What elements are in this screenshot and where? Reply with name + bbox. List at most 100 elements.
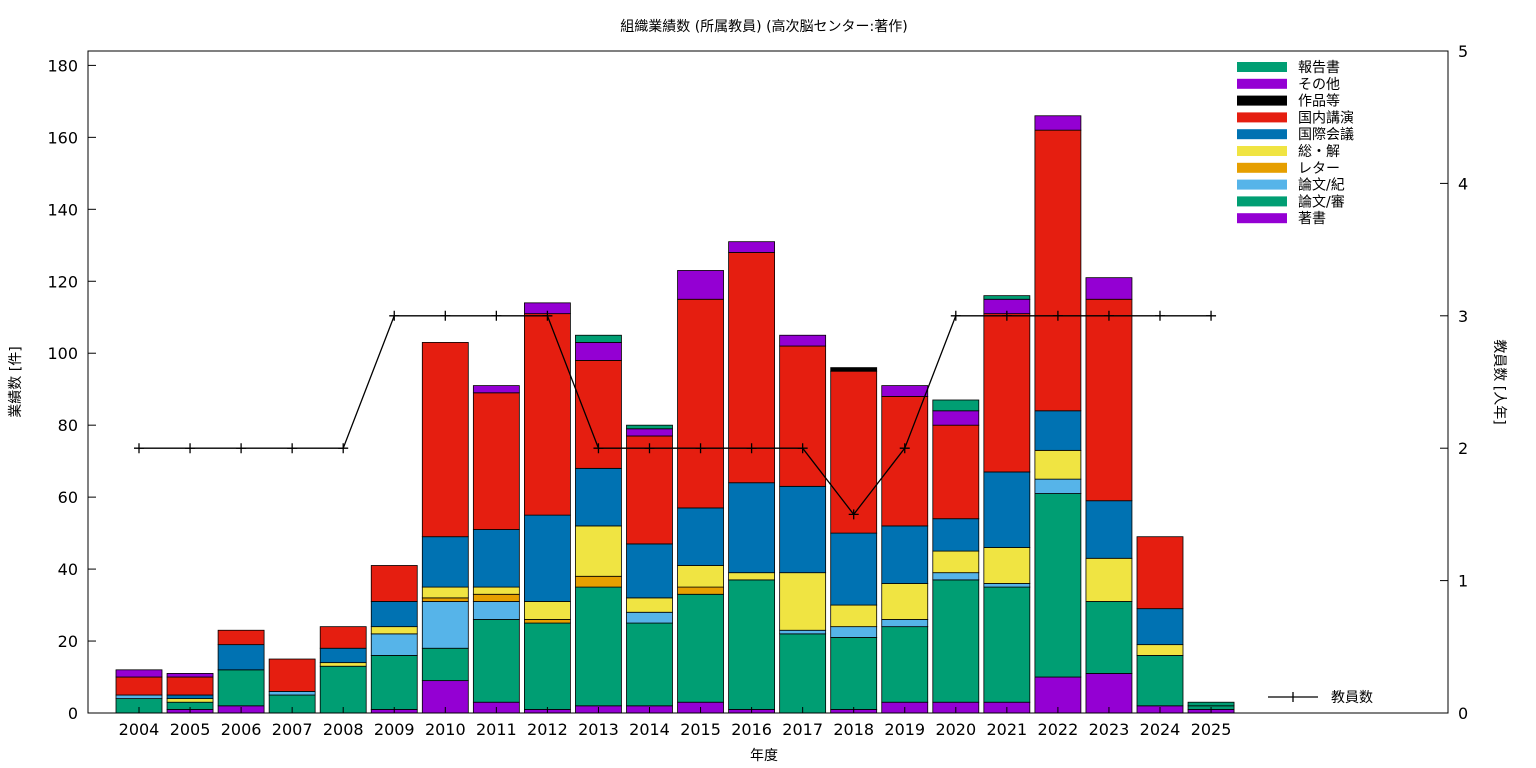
y-axis-label: 業績数 [件] bbox=[8, 346, 24, 417]
bar-segment-2014-s5 bbox=[626, 543, 673, 599]
bar-segment-2013-s1 bbox=[575, 586, 622, 707]
bar-segment-2007-s2 bbox=[268, 691, 316, 696]
bar-segment-2024-s5 bbox=[1136, 608, 1184, 646]
y2-tick-label-0: 0 bbox=[1458, 704, 1468, 723]
bar-segment-2017-s8 bbox=[779, 334, 827, 347]
x-tick-label-2020: 2020 bbox=[935, 720, 976, 739]
bar-segment-2022-s4 bbox=[1034, 449, 1082, 480]
y-tick-label-60: 60 bbox=[58, 488, 78, 507]
bar-segment-2015-s8 bbox=[677, 270, 724, 300]
line-point-2014 bbox=[644, 443, 655, 454]
line-point-2025 bbox=[1206, 310, 1217, 321]
bar-segment-2005-s6 bbox=[166, 676, 214, 696]
bar-segment-2015-s4 bbox=[677, 565, 724, 588]
x-tick-label-2005: 2005 bbox=[170, 720, 211, 739]
bar-segment-2022-s6 bbox=[1034, 129, 1082, 412]
axes-group: 0 20 40 60 80 100 120 140 160 180 0 1 2 3 4 5 2004 2005 20… bbox=[47, 42, 1468, 739]
bar-segment-2019-s2 bbox=[881, 619, 929, 628]
x-tick-label-2012: 2012 bbox=[527, 720, 568, 739]
bar-segment-2014-s1 bbox=[626, 622, 673, 707]
legend-swatch-7 bbox=[1237, 179, 1287, 190]
y2-tick-label-1: 1 bbox=[1458, 572, 1468, 591]
bar-segment-2014-s2 bbox=[626, 611, 673, 624]
bar-segment-2023-s4 bbox=[1085, 557, 1133, 602]
bar-segment-2024-s6 bbox=[1136, 536, 1184, 610]
legend-swatch-4 bbox=[1237, 129, 1287, 140]
bar-segment-2005-s5 bbox=[166, 694, 214, 700]
legend-swatch-0 bbox=[1237, 62, 1287, 72]
bar-segment-2008-s6 bbox=[319, 626, 367, 649]
bar-segment-2011-s5 bbox=[472, 529, 520, 588]
bar-segment-2006-s1 bbox=[217, 669, 265, 707]
line-series-group bbox=[134, 310, 1217, 520]
line-point-2008 bbox=[338, 443, 349, 454]
bar-segment-2013-s8 bbox=[575, 342, 622, 361]
line-point-2007 bbox=[287, 443, 298, 454]
x-tick-label-2013: 2013 bbox=[578, 720, 619, 739]
y-tick-label-120: 120 bbox=[47, 272, 78, 291]
bar-segment-2018-s4 bbox=[830, 604, 878, 628]
bar-segment-2019-s4 bbox=[881, 583, 929, 620]
x-tick-label-2006: 2006 bbox=[221, 720, 262, 739]
y2-tick-label-5: 5 bbox=[1458, 42, 1468, 61]
bar-segment-2021-s5 bbox=[983, 471, 1031, 548]
bar-segment-2015-s3 bbox=[677, 586, 724, 595]
bar-segment-2013-s5 bbox=[575, 467, 622, 527]
chart-title: 組織業績数 (所属教員) (高次脳センター:著作) bbox=[620, 18, 907, 35]
line-point-2009 bbox=[389, 310, 400, 321]
x-tick-label-2023: 2023 bbox=[1089, 720, 1130, 739]
bar-segment-2015-s1 bbox=[677, 593, 724, 703]
y2-axis-label: 教員数 [人年] bbox=[1491, 339, 1507, 424]
bar-segment-2012-s3 bbox=[524, 619, 571, 624]
line-point-2004 bbox=[134, 443, 144, 454]
bar-segment-2018-s6 bbox=[830, 370, 878, 534]
bar-segment-2011-s3 bbox=[472, 593, 520, 602]
x-tick-label-2024: 2024 bbox=[1140, 720, 1181, 739]
bar-segment-2015-s6 bbox=[677, 298, 724, 509]
bar-segment-2014-s4 bbox=[626, 597, 673, 613]
bar-segment-2016-s8 bbox=[728, 241, 775, 253]
legend-label-9: 著書 bbox=[1298, 211, 1326, 227]
bar-segment-2021-s6 bbox=[983, 313, 1031, 473]
line-point-2021 bbox=[1001, 310, 1012, 321]
bar-segment-2020-s2 bbox=[932, 572, 980, 581]
bar-segment-2019-s1 bbox=[881, 626, 929, 703]
bar-segment-2023-s8 bbox=[1085, 277, 1133, 300]
bar-segment-2013-s9 bbox=[575, 334, 622, 343]
x-tick-label-2010: 2010 bbox=[425, 720, 466, 739]
bar-segment-2010-s3 bbox=[421, 597, 469, 602]
line-point-2005 bbox=[185, 443, 196, 454]
x-tick-label-2018: 2018 bbox=[833, 720, 874, 739]
bar-segment-2020-s6 bbox=[932, 424, 980, 520]
y2-tick-label-4: 4 bbox=[1458, 174, 1468, 193]
bar-segment-2025-s9 bbox=[1187, 701, 1235, 707]
line-point-2018 bbox=[848, 509, 859, 520]
bar-segment-2005-s8 bbox=[166, 673, 214, 678]
legend-swatch-3 bbox=[1237, 112, 1287, 123]
legend-label-7: 論文/紀 bbox=[1298, 178, 1345, 194]
legend-label-8: 論文/審 bbox=[1298, 194, 1345, 210]
line-point-2019 bbox=[899, 443, 910, 454]
line-point-2015 bbox=[695, 443, 706, 454]
x-tick-label-2008: 2008 bbox=[323, 720, 364, 739]
y-tick-label-160: 160 bbox=[47, 128, 78, 147]
bar-segment-2011-s6 bbox=[472, 392, 520, 530]
bar-segment-2017-s1 bbox=[779, 633, 827, 714]
bar-segment-2022-s8 bbox=[1034, 115, 1082, 131]
bar-segment-2004-s6 bbox=[115, 676, 163, 696]
bar-segment-2005-s4 bbox=[166, 698, 214, 703]
legend-swatch-1 bbox=[1237, 78, 1287, 89]
x-tick-label-2019: 2019 bbox=[884, 720, 925, 739]
x-tick-label-2011: 2011 bbox=[476, 720, 517, 739]
bar-segment-2010-s2 bbox=[421, 601, 469, 649]
bar-segment-2018-s1 bbox=[830, 637, 878, 710]
bar-segment-2009-s1 bbox=[370, 655, 418, 710]
bar-segment-2006-s6 bbox=[217, 629, 265, 646]
y-tick-label-80: 80 bbox=[58, 416, 78, 435]
legend-swatch-2 bbox=[1237, 95, 1287, 106]
bar-segment-2004-s2 bbox=[115, 694, 163, 700]
bar-segment-2019-s6 bbox=[881, 395, 929, 527]
bar-segment-2013-s4 bbox=[575, 525, 622, 577]
bar-segment-2022-s5 bbox=[1034, 410, 1082, 451]
line-point-2011 bbox=[491, 310, 502, 321]
